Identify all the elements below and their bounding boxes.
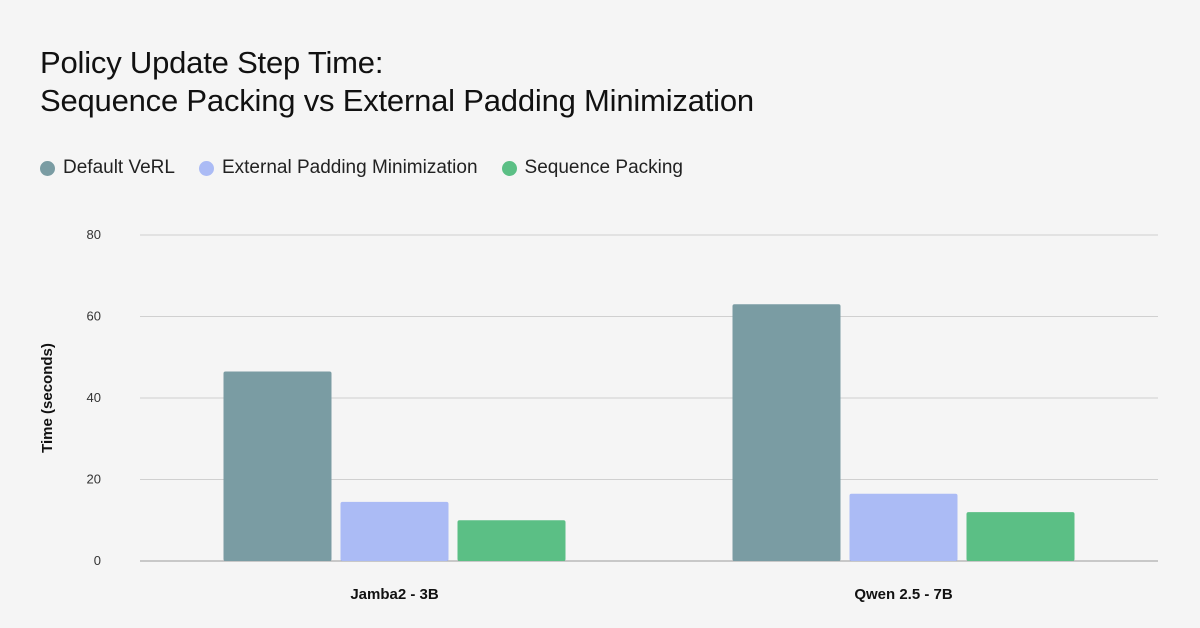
bar-2-3: [966, 512, 1075, 561]
bar-2-2: [849, 493, 958, 561]
legend-swatch-default-verl: [40, 160, 55, 176]
chart-title-line-2: Sequence Packing vs External Padding Min…: [40, 83, 754, 118]
y-tick-label-0: 0: [94, 553, 101, 568]
x-tick-label-2: Qwen 2.5 - 7B: [854, 586, 953, 603]
y-axis-label: Time (seconds): [39, 343, 56, 453]
chart-title: Policy Update Step Time: Sequence Packin…: [40, 44, 754, 120]
y-tick-label-40: 40: [87, 390, 101, 405]
legend: Default VeRL External Padding Minimizati…: [40, 157, 707, 179]
legend-item-external-padding: External Padding Minimization: [198, 157, 478, 179]
y-tick-label-60: 60: [87, 309, 101, 324]
bar-2-1: [732, 304, 841, 561]
y-tick-label-20: 20: [87, 472, 101, 487]
legend-label-sequence-packing: Sequence Packing: [524, 157, 683, 178]
x-tick-label-1: Jamba2 - 3B: [350, 586, 439, 603]
chart-title-line-1: Policy Update Step Time:: [40, 45, 384, 80]
legend-item-sequence-packing: Sequence Packing: [501, 157, 683, 179]
legend-label-default-verl: Default VeRL: [63, 157, 175, 178]
y-tick-label-80: 80: [87, 227, 101, 242]
bar-1-3: [457, 520, 566, 561]
bar-1-2: [340, 501, 449, 561]
legend-swatch-external-padding: [198, 160, 214, 176]
bar-1-1: [223, 371, 332, 561]
legend-label-external-padding: External Padding Minimization: [221, 157, 478, 178]
legend-swatch-sequence-packing: [501, 160, 517, 176]
legend-item-default-verl: Default VeRL: [40, 157, 175, 179]
